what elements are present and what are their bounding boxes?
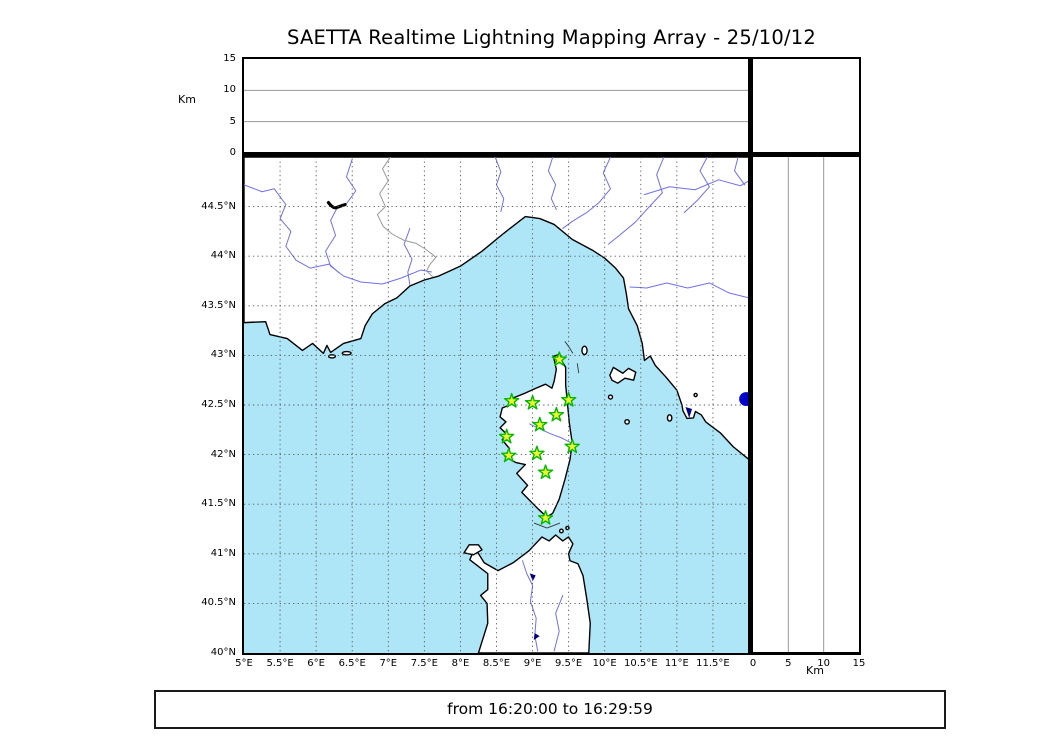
lma-station-star [537,509,554,525]
thick-horizontal-divider [242,152,861,156]
station-markers [498,351,749,525]
lat-tick-label: 42°N [210,448,236,460]
km-tick-label: 10 [817,658,831,669]
maddalena-islet-2 [565,525,570,531]
altitude-top-panel [242,57,751,155]
figure-title: SAETTA Realtime Lightning Mapping Array … [287,26,816,49]
lake-serre-poncon [326,201,347,210]
altitude-right-panel [751,155,861,655]
giglio-island [666,414,673,422]
lakes [326,201,693,641]
thick-vertical-divider [748,57,752,655]
lon-tick-label: 7.5°E [410,658,438,669]
lon-tick-label: 11°E [664,658,689,669]
lat-tick-label: 44.5°N [201,200,236,212]
lon-tick-label: 8.5°E [482,658,511,669]
lon-tick-label: 5°E [235,658,253,669]
lake-sardinia-south [533,633,540,641]
lon-tick-label: 9°E [523,658,542,669]
lat-tick-label: 41.5°N [201,498,236,510]
lon-tick-label: 8°E [451,658,470,669]
lat-tick-label: 42.5°N [201,399,236,410]
altitude-right-plot [787,157,825,653]
lat-tick-label: 40°N [210,647,236,658]
corner-panel [751,57,861,155]
altitude-axis-label-bottom: Km [806,664,824,677]
lat-tick-label: 41°N [210,547,236,559]
lma-station-star [551,351,567,367]
km-tick-label: 5 [785,658,792,669]
lat-tick-label: 44°N [210,250,236,262]
alt-tick-label: 15 [223,53,236,64]
lat-tick-label: 40.5°N [201,597,236,609]
lma-station-star [560,391,577,407]
lma-station-star [537,464,554,480]
alt-tick-label: 5 [229,115,236,127]
time-range-text: from 16:20:00 to 16:29:59 [447,700,653,718]
altitude-top-plot [244,89,749,123]
giannutri-island [693,392,698,398]
asinara-island [463,544,483,556]
montecristo-island [624,418,630,425]
sardinia-island [469,534,591,653]
alt-tick-label: 10 [223,84,236,96]
lat-tick-label: 43.5°N [201,299,236,311]
event-dot [739,392,749,407]
lma-station-star [498,428,515,444]
lma-station-star [564,438,580,454]
lma-station-star [529,445,545,461]
coastal-marks [533,341,580,529]
lon-tick-label: 6.5°E [338,658,366,669]
altitude-axis-label-top: Km [178,93,196,106]
lma-station-star [524,394,541,410]
capraia-island [581,345,588,356]
km-tick-label: 15 [852,658,866,669]
lma-station-star [501,447,517,463]
lma-station-star [532,416,548,432]
lma-station-star [503,392,520,408]
time-range-box: from 16:20:00 to 16:29:59 [154,690,946,729]
france-italy-border [376,157,437,278]
elba-island [609,366,637,384]
maddalena-islet-1 [558,528,564,534]
hyeres-island-2 [341,350,352,356]
map-gridlines [244,157,749,653]
lon-tick-label: 7°E [379,658,398,669]
km-tick-label: 0 [749,658,757,669]
lon-tick-label: 6°E [307,658,325,669]
lon-tick-label: 10.5°E [623,658,658,669]
lagoon-orbetello [685,406,693,418]
pianosa-island [607,394,614,400]
lat-tick-label: 43°N [210,349,236,361]
lma-station-star [548,406,565,422]
lon-tick-label: 10°E [592,658,617,669]
lon-tick-label: 11.5°E [696,658,730,669]
alt-tick-label: 0 [229,147,236,158]
right-panel-bottom-edge [751,652,861,655]
map-panel [242,155,751,655]
lake-coghinas [529,573,536,582]
lon-tick-label: 5.5°E [266,658,294,669]
rivers [244,157,749,652]
lon-tick-label: 9.5°E [555,658,583,669]
geographic-map [244,157,749,653]
